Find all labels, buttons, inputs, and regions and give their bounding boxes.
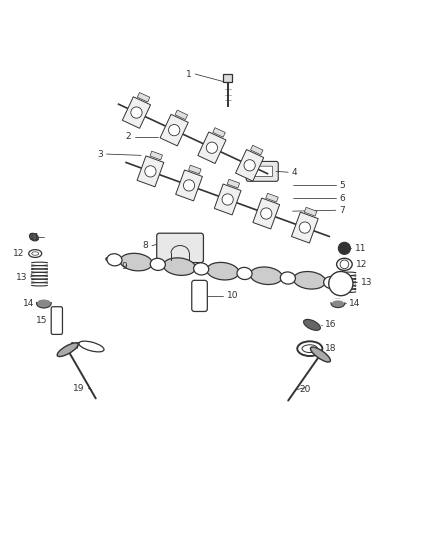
Ellipse shape bbox=[280, 272, 295, 284]
Ellipse shape bbox=[337, 259, 352, 270]
Text: 11: 11 bbox=[29, 232, 40, 241]
Text: 11: 11 bbox=[355, 244, 366, 253]
Text: 12: 12 bbox=[13, 249, 25, 258]
Circle shape bbox=[222, 194, 233, 205]
Text: 6: 6 bbox=[339, 193, 345, 203]
Ellipse shape bbox=[194, 263, 209, 275]
Circle shape bbox=[329, 271, 353, 296]
Text: 2: 2 bbox=[126, 132, 131, 141]
Ellipse shape bbox=[32, 252, 39, 255]
Ellipse shape bbox=[331, 299, 345, 308]
Ellipse shape bbox=[29, 249, 42, 257]
Text: 7: 7 bbox=[339, 206, 345, 215]
Circle shape bbox=[169, 125, 180, 136]
Text: 8: 8 bbox=[143, 241, 148, 250]
Text: 9: 9 bbox=[121, 262, 127, 271]
Text: 14: 14 bbox=[349, 299, 360, 308]
Text: 5: 5 bbox=[339, 181, 345, 190]
Circle shape bbox=[244, 160, 255, 171]
FancyBboxPatch shape bbox=[246, 161, 278, 181]
FancyBboxPatch shape bbox=[223, 75, 232, 82]
Text: 15: 15 bbox=[36, 316, 48, 325]
Ellipse shape bbox=[297, 341, 322, 356]
Polygon shape bbox=[304, 207, 317, 216]
Circle shape bbox=[261, 208, 272, 219]
FancyBboxPatch shape bbox=[51, 306, 63, 334]
Polygon shape bbox=[213, 128, 225, 137]
Polygon shape bbox=[122, 97, 151, 128]
Text: 16: 16 bbox=[325, 320, 337, 329]
Ellipse shape bbox=[207, 262, 239, 280]
Polygon shape bbox=[198, 132, 226, 164]
Text: 12: 12 bbox=[356, 260, 367, 269]
Ellipse shape bbox=[36, 298, 51, 308]
Polygon shape bbox=[291, 212, 318, 243]
Polygon shape bbox=[150, 151, 162, 160]
Circle shape bbox=[184, 180, 194, 191]
Polygon shape bbox=[214, 184, 241, 215]
Circle shape bbox=[145, 166, 156, 177]
Text: 13: 13 bbox=[16, 273, 28, 282]
Polygon shape bbox=[160, 115, 188, 146]
Ellipse shape bbox=[107, 254, 122, 266]
Text: 3: 3 bbox=[97, 150, 103, 158]
Circle shape bbox=[299, 222, 311, 233]
Ellipse shape bbox=[163, 258, 196, 276]
FancyBboxPatch shape bbox=[252, 166, 272, 176]
Text: 18: 18 bbox=[325, 344, 337, 353]
Text: 1: 1 bbox=[186, 70, 192, 78]
Text: 10: 10 bbox=[227, 292, 238, 301]
Ellipse shape bbox=[29, 233, 39, 241]
Polygon shape bbox=[227, 179, 240, 188]
Polygon shape bbox=[266, 193, 278, 202]
Ellipse shape bbox=[293, 271, 326, 289]
Ellipse shape bbox=[237, 268, 252, 279]
Circle shape bbox=[340, 260, 349, 269]
Ellipse shape bbox=[250, 267, 283, 285]
Circle shape bbox=[206, 142, 218, 154]
Text: 19: 19 bbox=[74, 384, 85, 393]
Polygon shape bbox=[251, 146, 263, 155]
Polygon shape bbox=[176, 170, 202, 201]
Polygon shape bbox=[253, 198, 279, 229]
Polygon shape bbox=[175, 110, 187, 119]
Ellipse shape bbox=[304, 319, 321, 330]
Ellipse shape bbox=[302, 345, 318, 352]
Text: 17: 17 bbox=[70, 342, 81, 351]
Ellipse shape bbox=[120, 253, 152, 271]
Text: 4: 4 bbox=[292, 168, 297, 177]
Polygon shape bbox=[189, 165, 201, 174]
Ellipse shape bbox=[324, 277, 339, 289]
Ellipse shape bbox=[79, 341, 104, 352]
Circle shape bbox=[338, 243, 350, 254]
Ellipse shape bbox=[150, 259, 166, 270]
Ellipse shape bbox=[311, 347, 330, 362]
Polygon shape bbox=[236, 150, 264, 181]
FancyBboxPatch shape bbox=[192, 280, 207, 311]
Text: 13: 13 bbox=[361, 278, 372, 287]
Polygon shape bbox=[137, 156, 164, 187]
Polygon shape bbox=[138, 93, 150, 102]
FancyBboxPatch shape bbox=[157, 233, 203, 263]
Text: 14: 14 bbox=[22, 299, 34, 308]
Circle shape bbox=[131, 107, 142, 118]
Ellipse shape bbox=[57, 343, 78, 357]
Text: 20: 20 bbox=[300, 385, 311, 394]
